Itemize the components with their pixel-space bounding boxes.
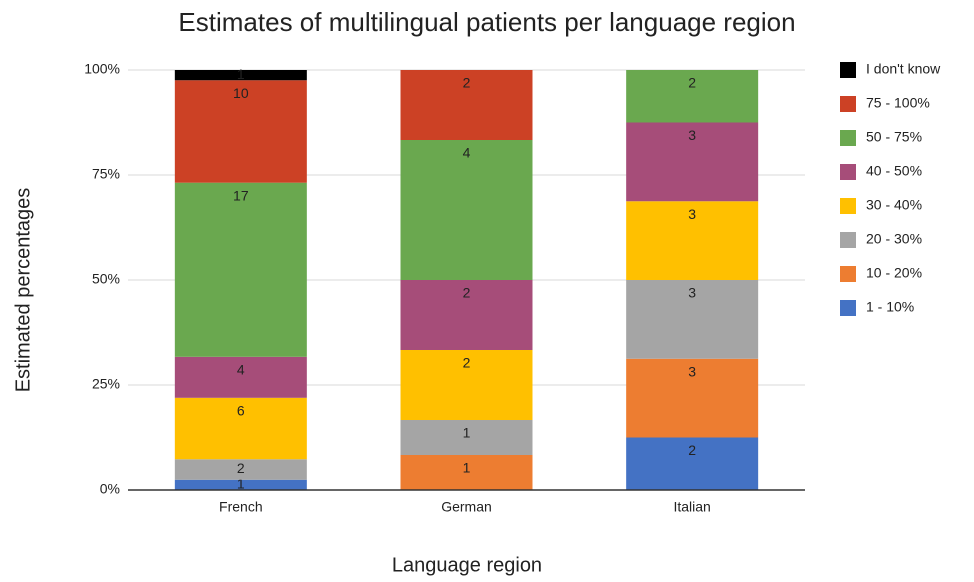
data-label: 1 [463, 425, 471, 441]
data-label: 2 [463, 75, 471, 91]
bar-segment [626, 280, 759, 359]
y-tick-label: 25% [92, 376, 120, 392]
x-tick-label: French [219, 499, 263, 515]
y-tick-label: 75% [92, 166, 120, 182]
y-tick-label: 100% [84, 61, 120, 77]
data-label: 1 [237, 476, 245, 492]
bar-segment [174, 397, 307, 460]
legend-label: 20 - 30% [866, 231, 922, 247]
data-label: 2 [237, 460, 245, 476]
legend-label: 10 - 20% [866, 265, 922, 281]
legend-label: I don't know [866, 61, 941, 77]
data-label: 6 [237, 403, 245, 419]
bar-segment [174, 356, 307, 398]
data-label: 2 [463, 355, 471, 371]
data-label: 2 [688, 75, 696, 91]
bar-segment [626, 122, 759, 202]
bar-segment [626, 70, 759, 123]
y-tick-label: 0% [100, 481, 120, 497]
data-label: 17 [233, 187, 249, 203]
data-label: 3 [688, 363, 696, 379]
legend-swatch [840, 62, 856, 78]
x-tick-label: German [441, 499, 492, 515]
legend-swatch [840, 232, 856, 248]
bar-segment [400, 420, 533, 455]
x-tick-label: Italian [673, 499, 710, 515]
data-label: 1 [237, 66, 245, 82]
data-label: 4 [463, 145, 471, 161]
data-label: 3 [688, 285, 696, 301]
legend-swatch [840, 130, 856, 146]
bar-segment [400, 70, 533, 140]
data-label: 2 [688, 442, 696, 458]
data-label: 3 [688, 127, 696, 143]
x-axis-label: Language region [392, 554, 542, 576]
y-axis-label: Estimated percentages [12, 188, 34, 393]
bar-segment [626, 437, 759, 490]
bar-segment [400, 350, 533, 420]
legend-label: 50 - 75% [866, 129, 922, 145]
chart-title: Estimates of multilingual patients per l… [178, 7, 795, 37]
legend-swatch [840, 198, 856, 214]
bar-segment [174, 182, 307, 357]
legend-label: 1 - 10% [866, 299, 914, 315]
legend-label: 40 - 50% [866, 163, 922, 179]
data-label: 4 [237, 362, 245, 378]
bar-segment [174, 80, 307, 183]
legend-swatch [840, 96, 856, 112]
data-label: 2 [463, 285, 471, 301]
legend-label: 30 - 40% [866, 197, 922, 213]
data-label: 3 [688, 206, 696, 222]
bar-segment [174, 70, 307, 81]
legend-label: 75 - 100% [866, 95, 930, 111]
bar-segment [400, 280, 533, 350]
bar-segment [626, 358, 759, 438]
data-label: 10 [233, 85, 249, 101]
legend-swatch [840, 300, 856, 316]
bar-segment [174, 479, 307, 490]
data-label: 1 [463, 460, 471, 476]
bar-segment [400, 140, 533, 280]
legend-swatch [840, 266, 856, 282]
bar-segment [400, 455, 533, 490]
y-tick-label: 50% [92, 271, 120, 287]
bar-segment [174, 459, 307, 480]
bar-segment [626, 201, 759, 280]
legend-swatch [840, 164, 856, 180]
